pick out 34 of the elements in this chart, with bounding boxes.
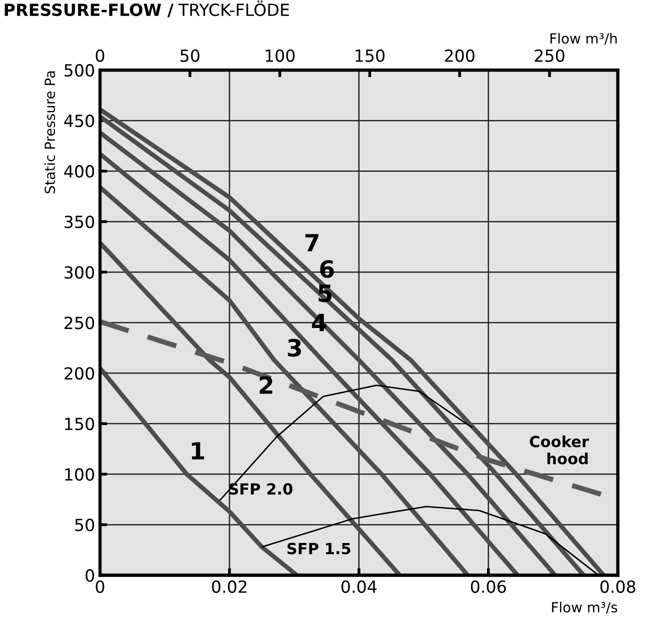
- chart-subtitle: TRYCK-FLÖDE: [178, 0, 289, 16]
- annotation: SFP 1.5: [287, 542, 350, 554]
- y-tick-label: 0: [86, 569, 94, 582]
- annotation: 2: [260, 376, 272, 394]
- x2-tick-label: 50: [180, 49, 200, 62]
- y-tick-label: 300: [64, 266, 94, 279]
- x2-tick-label: 100: [266, 49, 295, 62]
- line-series: [100, 185, 470, 576]
- y-tick-label: 350: [64, 216, 94, 228]
- x2-tick-label: 0: [96, 49, 104, 62]
- x2-tick-label: 150: [356, 49, 385, 62]
- x2-axis-title: Flow m³/h: [550, 32, 617, 45]
- y-tick-label: 250: [64, 316, 94, 330]
- x-tick-label: 0.02: [212, 580, 246, 593]
- y-tick-label: 150: [65, 418, 94, 430]
- annotation: 7: [305, 234, 318, 252]
- y-tick-label: 100: [65, 468, 94, 481]
- x-tick-label: 0.04: [341, 580, 377, 593]
- annotation: 3: [288, 338, 301, 357]
- x-axis-title: Flow m³/s: [552, 602, 618, 614]
- y-tick-label: 450: [64, 114, 94, 128]
- x-tick-label: 0.08: [600, 580, 636, 593]
- y-axis-title: Static Pressure Pa: [44, 71, 56, 194]
- annotation: 1: [192, 442, 204, 460]
- x2-tick-label: 200: [444, 49, 474, 62]
- annotation: Cooker hood: [530, 435, 589, 464]
- x-tick-label: 0: [96, 580, 104, 593]
- y-tick-label: 200: [64, 367, 94, 380]
- y-tick-label: 500: [64, 64, 94, 77]
- chart-title: PRESSURE-FLOW /: [4, 3, 174, 18]
- x-tick-label: 0.06: [470, 580, 506, 593]
- x2-tick-label: 250: [534, 49, 564, 62]
- y-tick-label: 50: [75, 518, 94, 532]
- y-tick-label: 400: [64, 165, 94, 178]
